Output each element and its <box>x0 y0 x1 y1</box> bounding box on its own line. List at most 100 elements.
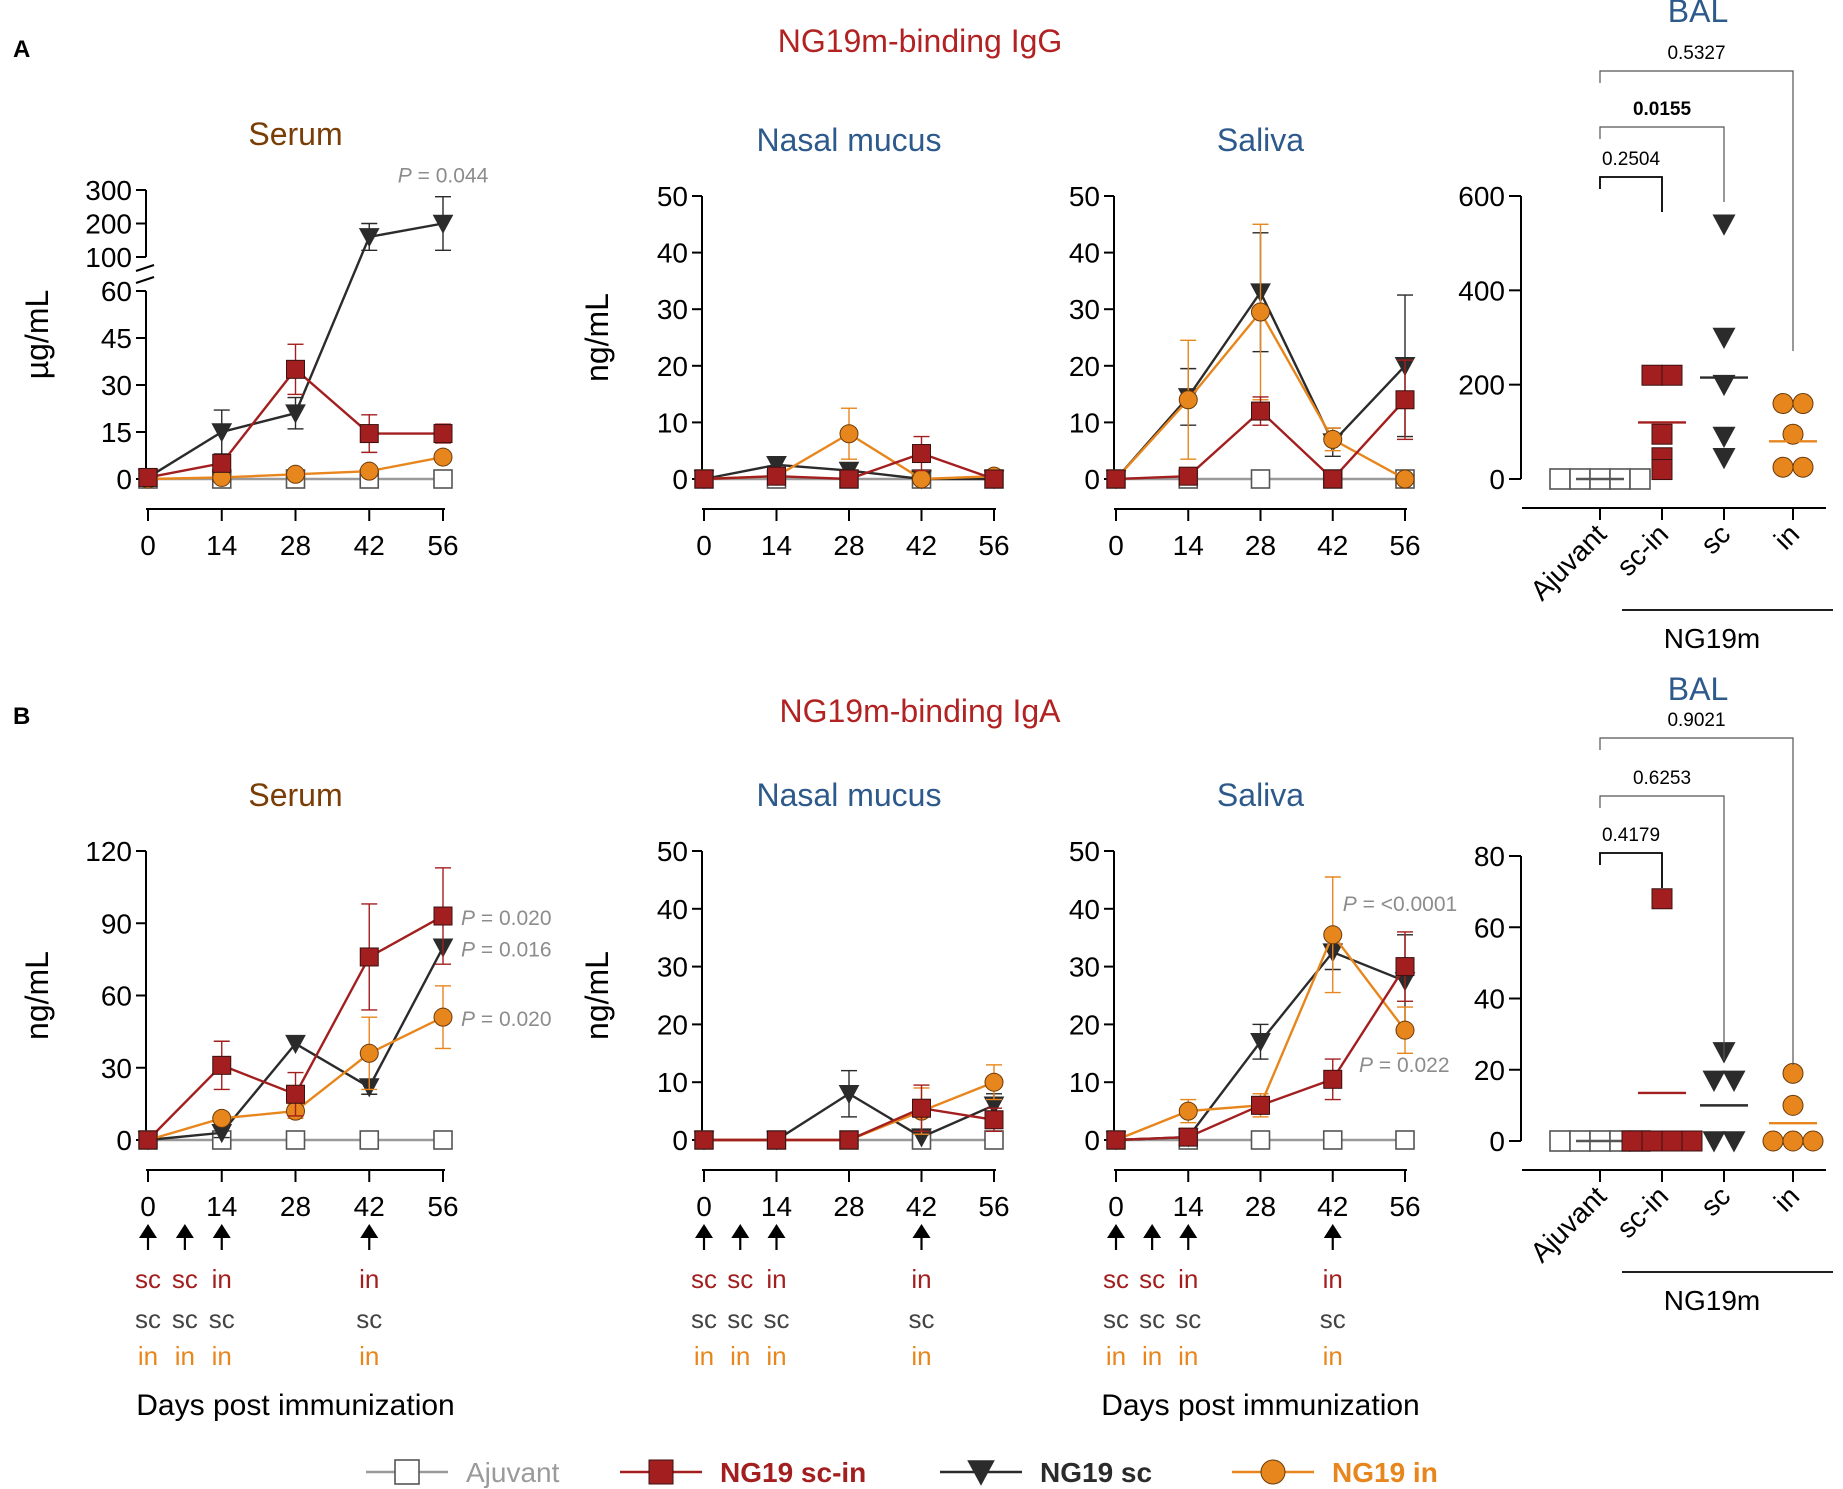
data-point-ajuvant <box>1322 1130 1343 1150</box>
bal-data-point-in <box>1772 393 1794 415</box>
bal-data-point-in <box>1802 1130 1824 1152</box>
bracket-p-value: 0.9021 <box>1667 710 1725 731</box>
x-tick-label: 28 <box>833 530 864 561</box>
y-tick-label: 30 <box>1069 294 1100 325</box>
x-tick-label: 28 <box>1245 1191 1276 1222</box>
y-tick-label: 45 <box>101 323 132 354</box>
y-tick-label: 50 <box>1069 181 1100 212</box>
x-tick-label: 56 <box>978 530 1009 561</box>
p-value-symbol: P <box>398 165 412 188</box>
schedule-in: in <box>138 1341 158 1371</box>
schedule-sc-in: sc <box>1103 1264 1129 1294</box>
bal-data-point-sc_in <box>1651 423 1673 445</box>
x-tick-label: 42 <box>354 530 385 561</box>
schedule-in: in <box>694 1341 714 1371</box>
data-point-sc_in <box>433 424 453 444</box>
chart-title: Saliva <box>1217 777 1304 813</box>
y-tick-label: 300 <box>85 175 132 206</box>
significance-bracket <box>1599 852 1663 888</box>
chart-A-saliva: Saliva 0 10 20 30 40 50 0 14 28 42 56 <box>1069 122 1421 561</box>
p-value-annotation: P = 0.020 <box>461 907 552 930</box>
data-point-sc_in <box>433 906 453 926</box>
p-value-text: = <0.0001 <box>1357 893 1457 916</box>
data-point-sc <box>911 1128 932 1148</box>
x-tick-label: 42 <box>1317 1191 1348 1222</box>
arrow-head <box>912 1224 931 1238</box>
x-tick-label: sc <box>1695 518 1737 560</box>
data-point-in <box>1251 302 1270 322</box>
data-point-ajuvant <box>359 1130 380 1150</box>
schedule-sc: sc <box>1103 1304 1129 1334</box>
y-tick-label: 30 <box>1069 952 1100 983</box>
bal-data-point-ajuvant <box>1549 1130 1571 1152</box>
legend-label-sc_in: NG19 sc-in <box>720 1457 866 1488</box>
x-tick-label: 42 <box>906 530 937 561</box>
data-point-sc_in <box>694 469 714 489</box>
schedule-sc: sc <box>727 1304 753 1334</box>
data-point-sc_in <box>1395 390 1415 410</box>
y-tick-label: 80 <box>1474 841 1505 872</box>
x-tick-label: in <box>1768 1180 1805 1217</box>
x-tick-label: 42 <box>906 1191 937 1222</box>
legend-label-sc: NG19 sc <box>1040 1457 1152 1488</box>
y-axis-label: µg/mL <box>19 290 55 380</box>
y-tick-label: 120 <box>85 836 132 867</box>
bal-data-point-sc_in <box>1651 888 1673 910</box>
p-value-annotation: P = <0.0001 <box>1343 893 1457 916</box>
data-point-in <box>1323 429 1343 449</box>
bal-data-point-sc_in <box>1641 364 1663 386</box>
data-point-sc_in <box>1251 401 1270 421</box>
bracket-p-value: 0.4179 <box>1602 825 1660 846</box>
y-tick-label: 20 <box>657 1009 688 1040</box>
data-point-sc_in <box>1323 469 1343 489</box>
bal-data-point-sc <box>1712 214 1736 236</box>
arrow-head <box>695 1224 713 1238</box>
bal-data-point-in <box>1782 423 1804 445</box>
data-point-in <box>433 1007 453 1027</box>
data-point-in <box>984 1072 1004 1092</box>
data-point-sc <box>766 456 787 476</box>
y-tick-label: 30 <box>101 370 132 401</box>
data-point-sc_in <box>839 1130 859 1150</box>
x-tick-label: 14 <box>1173 530 1204 561</box>
x-tick-label: 28 <box>280 1191 311 1222</box>
data-point-sc <box>211 423 233 443</box>
axis-break-mark <box>135 276 155 284</box>
schedule-sc: sc <box>764 1304 790 1334</box>
x-tick-label: 14 <box>1173 1191 1204 1222</box>
bal-data-point-sc_in <box>1651 459 1673 481</box>
y-tick-label: 50 <box>1069 836 1100 867</box>
x-tick-label: Ajuvant <box>1524 518 1612 606</box>
data-point-in <box>1178 1101 1198 1121</box>
bal-data-point-sc_in <box>1641 1130 1663 1152</box>
bal-data-point-in <box>1762 1130 1784 1152</box>
group-label: NG19m <box>1664 623 1760 654</box>
legend-marker-sc_in <box>648 1459 674 1485</box>
y-tick-label: 10 <box>1069 407 1100 438</box>
bracket-p-value: 0.5327 <box>1667 43 1725 64</box>
bal-data-point-sc <box>1702 1131 1726 1153</box>
significance-bracket <box>1599 176 1663 212</box>
data-point-sc <box>285 404 306 424</box>
x-tick-label: 14 <box>761 530 792 561</box>
x-tick-label: 42 <box>1317 530 1348 561</box>
y-tick-label: 20 <box>657 351 688 382</box>
y-tick-label: 30 <box>657 294 688 325</box>
arrow-head <box>1179 1224 1198 1238</box>
x-tick-label: 14 <box>761 1191 792 1222</box>
y-tick-label: 60 <box>101 276 132 307</box>
chart-title: Saliva <box>1217 122 1304 158</box>
schedule-sc-in: in <box>212 1264 232 1294</box>
schedule-sc-in: in <box>1178 1264 1198 1294</box>
data-point-in <box>286 464 305 484</box>
chart-A-nasal: Nasal mucus 0 10 20 30 40 50 ng/mL 0 14 28 42 56 <box>579 122 1010 561</box>
x-axis-label: Days post immunization <box>1101 1389 1419 1422</box>
y-tick-label: 0 <box>116 1125 132 1156</box>
bracket-p-value: 0.6253 <box>1633 768 1691 789</box>
data-point-in <box>433 447 453 467</box>
chart-title: Serum <box>248 777 342 813</box>
significance-bracket <box>1599 737 1794 1065</box>
schedule-in: in <box>1323 1341 1343 1371</box>
data-point-in <box>1178 390 1198 410</box>
